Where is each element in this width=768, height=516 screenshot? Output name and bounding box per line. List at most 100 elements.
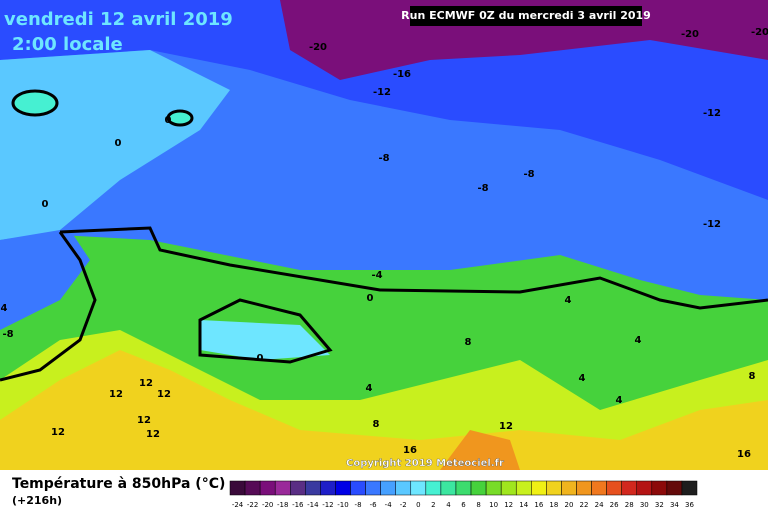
colorbar-label: 16 <box>534 501 543 509</box>
contour-label: 12 <box>137 415 151 426</box>
colorbar-swatch <box>561 480 577 496</box>
zero-contour <box>59 226 768 310</box>
colorbar-swatch <box>290 480 306 496</box>
colorbar-swatch <box>606 480 622 496</box>
contour-label: -4 <box>371 270 382 281</box>
colorbar-label: -8 <box>355 501 362 509</box>
colorbar-label: 26 <box>610 501 619 509</box>
contour-label: 4 <box>366 383 373 394</box>
contour-label: 16 <box>403 445 417 456</box>
colorbar-label: 28 <box>625 501 634 509</box>
contour-label: 16 <box>737 449 751 460</box>
colorbar-swatch <box>425 480 442 496</box>
contour-label: -20 <box>751 27 768 38</box>
colorbar-label: 0 <box>416 501 420 509</box>
copyright: Copyright 2019 Meteociel.fr <box>346 458 504 469</box>
colorbar-swatch <box>470 480 487 496</box>
colorbar-label: 34 <box>670 501 679 509</box>
colorbar-swatch <box>320 480 336 496</box>
colorbar-swatch <box>546 480 562 496</box>
colorbar-label: 8 <box>476 501 480 509</box>
colorbar-label: -14 <box>307 501 319 509</box>
colorbar-label: 10 <box>489 501 498 509</box>
colorbar-label: 6 <box>461 501 466 509</box>
run-box <box>410 6 642 26</box>
contour-label: -12 <box>373 87 391 98</box>
contour-label: 0 <box>165 115 172 126</box>
colorbar-swatch <box>651 480 668 496</box>
contour-label: 8 <box>373 419 380 430</box>
colorbar-swatch <box>259 480 276 496</box>
contour-label: -8 <box>378 153 389 164</box>
contour-label: 0 <box>367 293 374 304</box>
contour-label: 12 <box>146 429 160 440</box>
colorbar-swatch <box>500 480 517 496</box>
iceland-contour <box>166 109 194 127</box>
colorbar-swatch <box>380 480 396 496</box>
colorbar-label: -24 <box>232 501 244 509</box>
colorbar-label: 24 <box>595 501 604 509</box>
colorbar-swatch <box>531 480 547 496</box>
colorbar-label: -2 <box>400 501 407 509</box>
contour-label: 4 <box>565 295 572 306</box>
contour-label: -12 <box>703 108 721 119</box>
contour-label: -16 <box>393 69 411 80</box>
colorbar-label: 12 <box>504 501 513 509</box>
contour-label: 0 <box>115 138 122 149</box>
colorbar-swatch <box>666 480 683 496</box>
contour-label: 12 <box>109 389 123 400</box>
colorbar-label: 4 <box>446 501 451 509</box>
colorbar-swatch <box>395 480 412 496</box>
date-label: vendredi 12 avril 2019 <box>4 9 233 30</box>
colorbar-swatch <box>350 480 366 496</box>
colorbar-label: 18 <box>549 501 558 509</box>
colorbar: -24 -22 -20 -18 -16 -14 -12 -10 -8 -6 -4 -2 0 2 4 6 8 10 1… <box>229 480 698 509</box>
colorbar-swatch <box>365 480 381 496</box>
colorbar-label: -10 <box>337 501 348 509</box>
colorbar-swatch <box>485 480 502 496</box>
colorbar-swatch <box>576 480 592 496</box>
colorbar-swatch <box>335 480 351 496</box>
colorbar-swatch <box>515 480 532 496</box>
coldest-area <box>280 0 768 80</box>
run-label: Run ECMWF 0Z du mercredi 3 avril 2019 <box>401 9 651 22</box>
lake-contour <box>198 298 333 364</box>
legend-title: Température à 850hPa (°C) <box>12 476 225 492</box>
colder-area <box>0 0 768 200</box>
lake-area <box>200 320 330 360</box>
colorbar-label: -16 <box>292 501 304 509</box>
colorbar-label: 20 <box>564 501 573 509</box>
colorbar-swatch <box>229 480 246 496</box>
colorbar-swatch <box>455 480 472 496</box>
legend-lead: (+216h) <box>12 494 62 507</box>
time-label: 2:00 locale <box>12 34 123 55</box>
contour-label: 0 <box>257 353 264 364</box>
contour-label: -8 <box>2 329 13 340</box>
colorbar-label: -18 <box>277 501 288 509</box>
greenland-contour <box>11 89 59 117</box>
contour-label: 12 <box>157 389 171 400</box>
colorbar-swatch <box>274 480 291 496</box>
mild-west <box>0 50 230 240</box>
colorbar-label: -20 <box>262 501 273 509</box>
contour-label: 8 <box>465 337 472 348</box>
contour-label: 4 <box>616 395 623 406</box>
warmer-area <box>0 350 768 470</box>
contour-label: 4 <box>1 303 8 314</box>
contour-label: -8 <box>523 169 534 180</box>
contour-labels: -20-20 -20-16-12-12-12-8-8-8-8-4000004444… <box>1 27 768 460</box>
colorbar-label: -6 <box>370 501 378 509</box>
contour-label: 8 <box>749 371 756 382</box>
map: -20-20 -20-16-12-12-12-8-8-8-8-4000004444… <box>0 0 768 470</box>
contour-label: -20 <box>309 42 327 53</box>
contour-label: 12 <box>51 427 65 438</box>
hot-area <box>440 430 520 470</box>
colorbar-swatch <box>244 480 261 496</box>
contour-label: 12 <box>139 378 153 389</box>
colorbar-label: 2 <box>431 501 435 509</box>
zero-contour-west <box>0 231 97 382</box>
contour-label: -8 <box>477 183 488 194</box>
contour-label: -12 <box>703 219 721 230</box>
colorbar-swatch <box>636 480 653 496</box>
colorbar-label: 36 <box>685 501 694 509</box>
